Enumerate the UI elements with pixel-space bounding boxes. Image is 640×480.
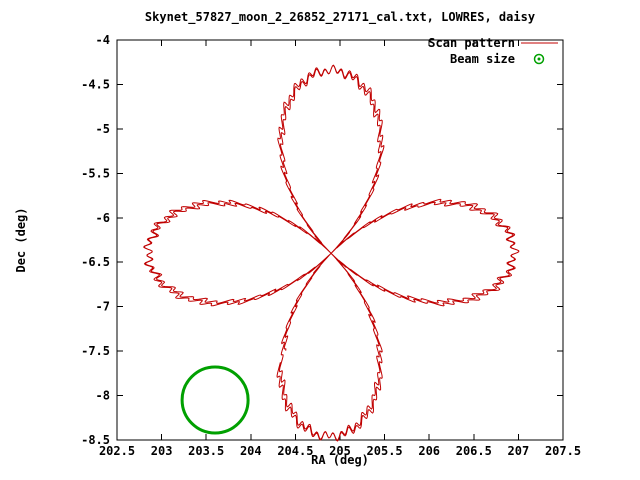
plot-series (143, 64, 520, 442)
x-tick-label: 206 (418, 444, 440, 458)
y-tick-label: -6 (96, 211, 110, 225)
legend-label-beam-size: Beam size (450, 52, 515, 66)
y-tick-label: -6.5 (81, 255, 110, 269)
x-tick-label: 207.5 (545, 444, 581, 458)
chart-title: Skynet_57827_moon_2_26852_27171_cal.txt,… (145, 10, 535, 25)
x-tick-label: 202.5 (99, 444, 135, 458)
x-tick-label: 207 (508, 444, 530, 458)
plot-border (116, 39, 564, 441)
x-tick-label: 205 (329, 444, 351, 458)
legend: Scan pattern Beam size (428, 36, 558, 66)
y-tick-label: -5 (96, 122, 110, 136)
y-tick-label: -7 (96, 300, 110, 314)
x-tick-label: 206.5 (456, 444, 492, 458)
x-tick-label: 205.5 (367, 444, 403, 458)
x-tick-label: 203.5 (188, 444, 224, 458)
x-axis-label: RA (deg) (311, 453, 369, 467)
scan-pattern-path (143, 64, 520, 442)
y-tick-label: -7.5 (81, 344, 110, 358)
legend-beam-size-marker-dot-icon (537, 57, 541, 61)
legend-beam-size-marker-icon (533, 53, 545, 65)
beam-size-circle (180, 365, 250, 435)
y-tick-label: -8.5 (81, 433, 110, 447)
x-tick-label: 204.5 (277, 444, 313, 458)
legend-label-scan-pattern: Scan pattern (428, 36, 515, 50)
x-tick-label: 203 (151, 444, 173, 458)
y-tick-label: -8 (96, 389, 110, 403)
y-tick-label: -4.5 (81, 77, 110, 91)
x-tick-label: 204 (240, 444, 262, 458)
axis-ticks: 202.5 203 203.5 204 204.5 205 205.5 206 206.5 207… (81, 33, 581, 458)
y-tick-label: -4 (96, 33, 110, 47)
y-tick-label: -5.5 (81, 166, 110, 180)
y-axis-label: Dec (deg) (14, 207, 28, 272)
